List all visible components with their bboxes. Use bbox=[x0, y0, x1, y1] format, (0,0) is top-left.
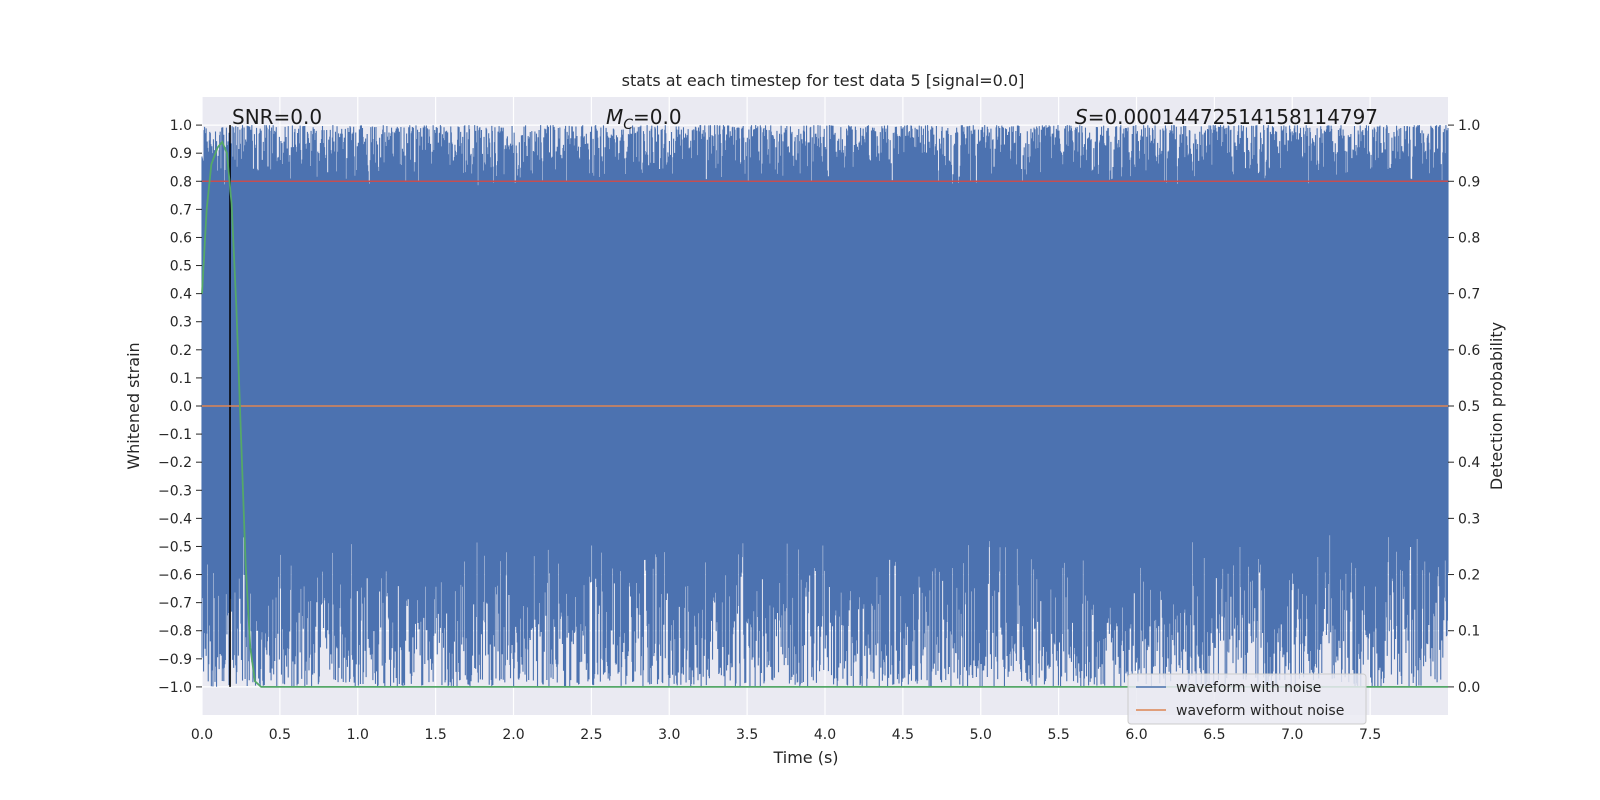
x-axis-label: Time (s) bbox=[772, 748, 838, 767]
mc-subscript: C bbox=[623, 117, 633, 133]
x-tick-label: 0.5 bbox=[269, 727, 291, 743]
y-tick-label-right: 0.0 bbox=[1458, 680, 1480, 696]
y-tick-label-left: −0.1 bbox=[158, 427, 192, 443]
y-tick-label-right: 0.5 bbox=[1458, 399, 1480, 415]
y-tick-label-right: 1.0 bbox=[1458, 118, 1480, 134]
x-tick-label: 7.5 bbox=[1359, 727, 1381, 743]
y-tick-label-right: 0.2 bbox=[1458, 568, 1480, 584]
y-tick-label-left: 0.9 bbox=[170, 146, 192, 162]
y-tick-label-left: 0.2 bbox=[170, 343, 192, 359]
y-tick-label-left: 0.8 bbox=[170, 174, 192, 190]
y-tick-label-right: 0.9 bbox=[1458, 174, 1480, 190]
x-tick-label: 5.5 bbox=[1047, 727, 1069, 743]
legend-box bbox=[1127, 673, 1367, 725]
y-tick-label-left: 0.1 bbox=[170, 371, 192, 387]
mc-value: =0.0 bbox=[633, 105, 682, 129]
x-tick-label: 5.0 bbox=[970, 727, 992, 743]
x-tick-label: 4.0 bbox=[814, 727, 836, 743]
mc-symbol: M bbox=[606, 105, 623, 129]
y-tick-label-left: −0.6 bbox=[158, 568, 192, 584]
y-tick-label-left: 0.5 bbox=[170, 259, 192, 275]
x-tick-label: 6.5 bbox=[1203, 727, 1225, 743]
y-tick-label-left: −0.2 bbox=[158, 455, 192, 471]
y-axis-label-left: Whitened strain bbox=[124, 342, 143, 469]
x-tick-label: 2.0 bbox=[502, 727, 524, 743]
s-symbol: S bbox=[1075, 105, 1088, 129]
y-tick-label-right: 0.3 bbox=[1458, 511, 1480, 527]
y-tick-label-left: −0.4 bbox=[158, 511, 192, 527]
y-tick-label-left: −0.7 bbox=[158, 596, 192, 612]
snr-annotation: SNR=0.0 bbox=[232, 105, 322, 129]
x-tick-label: 2.5 bbox=[580, 727, 602, 743]
y-tick-label-left: −1.0 bbox=[158, 680, 192, 696]
chirp-mass-annotation: MC=0.0 bbox=[606, 105, 682, 133]
y-ticks-left: 1.0 0.9 0.8 0.7 0.6 0.5 0.4 0.3 0.2 0.1 0.0 −0.1 −0.… bbox=[158, 118, 202, 696]
x-ticks: 0.0 0.5 1.0 1.5 2.0 2.5 3.0 3.5 4.0 4.5 5.0 5.5 6.0 6… bbox=[191, 727, 1381, 743]
y-tick-label-left: 0.7 bbox=[170, 202, 192, 218]
legend-label-noise: waveform with noise bbox=[1176, 680, 1321, 696]
y-axis-label-right: Detection probability bbox=[1487, 322, 1506, 490]
y-tick-label-left: −0.9 bbox=[158, 652, 192, 668]
y-tick-label-left: −0.8 bbox=[158, 624, 192, 640]
y-tick-label-right: 0.7 bbox=[1458, 287, 1480, 303]
y-tick-label-right: 0.1 bbox=[1458, 624, 1480, 640]
series-waveform-with-noise bbox=[201, 125, 1449, 687]
x-tick-label: 3.5 bbox=[736, 727, 758, 743]
y-tick-label-right: 0.8 bbox=[1458, 230, 1480, 246]
y-tick-label-right: 0.4 bbox=[1458, 455, 1480, 471]
x-tick-label: 3.0 bbox=[658, 727, 680, 743]
y-tick-label-right: 0.6 bbox=[1458, 343, 1480, 359]
y-tick-label-left: 0.6 bbox=[170, 230, 192, 246]
probability-trace bbox=[201, 140, 1448, 688]
series-detection-probability bbox=[201, 140, 1448, 688]
x-tick-label: 1.5 bbox=[424, 727, 446, 743]
s-value: =0.00014472514158114797 bbox=[1088, 105, 1378, 129]
y-tick-label-left: −0.3 bbox=[158, 483, 192, 499]
legend: waveform with noise waveform without noi… bbox=[1127, 673, 1367, 725]
y-tick-label-left: 0.4 bbox=[170, 287, 192, 303]
x-tick-label: 7.0 bbox=[1281, 727, 1303, 743]
s-annotation: S=0.00014472514158114797 bbox=[1075, 105, 1378, 129]
y-tick-label-left: 1.0 bbox=[170, 118, 192, 134]
x-tick-label: 0.0 bbox=[191, 727, 213, 743]
chart-title: stats at each timestep for test data 5 [… bbox=[622, 71, 1025, 90]
y-tick-label-left: 0.3 bbox=[170, 315, 192, 331]
noise-core bbox=[202, 251, 1448, 519]
y-tick-label-left: −0.5 bbox=[158, 539, 192, 555]
x-tick-label: 1.0 bbox=[347, 727, 369, 743]
x-tick-label: 4.5 bbox=[892, 727, 914, 743]
y-ticks-right: 1.0 0.9 0.8 0.7 0.6 0.5 0.4 0.3 0.2 0.1 0.0 bbox=[1448, 118, 1480, 696]
x-tick-label: 6.0 bbox=[1125, 727, 1147, 743]
y-tick-label-left: 0.0 bbox=[170, 399, 192, 415]
legend-label-clean: waveform without noise bbox=[1176, 703, 1344, 719]
